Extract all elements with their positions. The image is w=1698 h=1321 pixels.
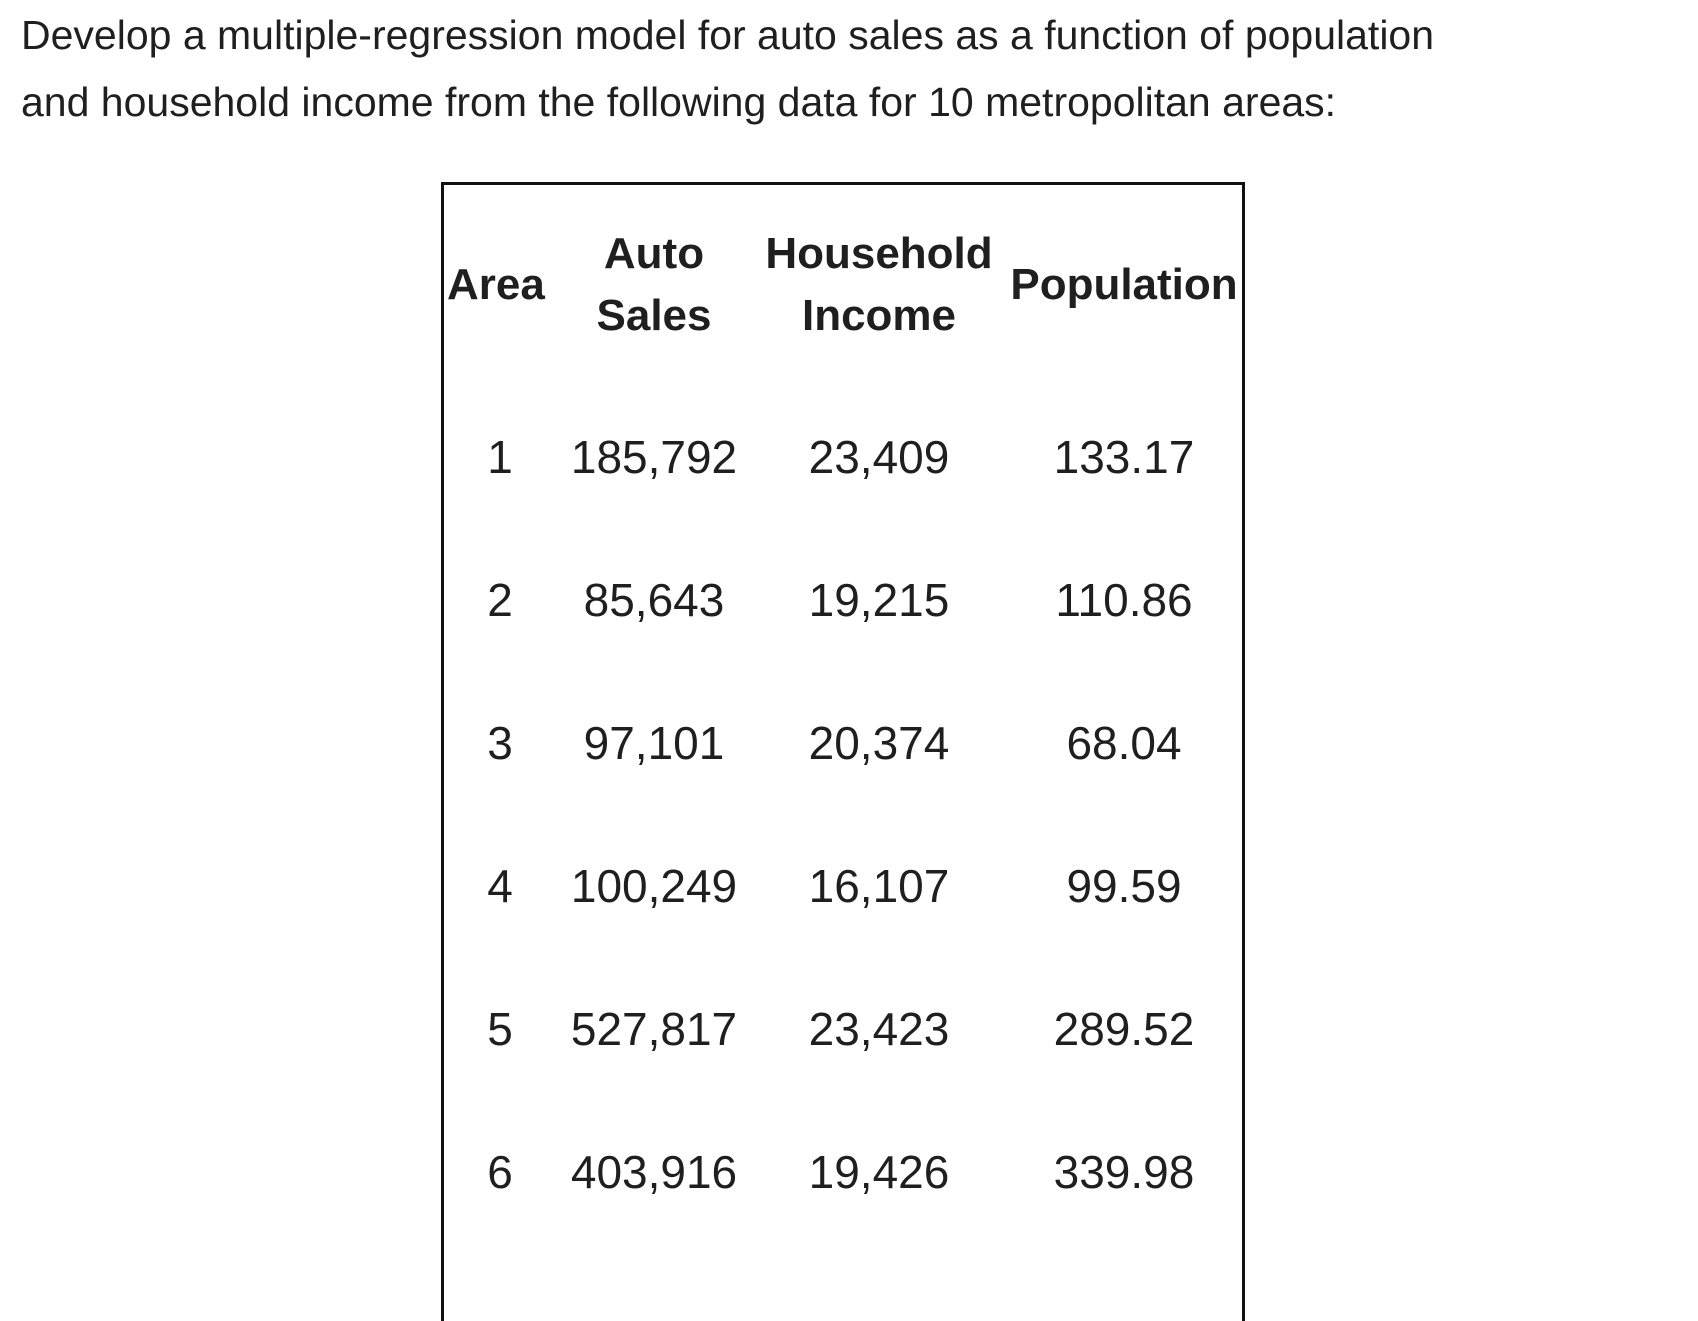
table-cell-population: 110.86 [1055, 573, 1193, 626]
table-row: 6 403,916 19,426 339.98 [444, 1100, 1242, 1243]
table-cell-auto-sales: 403,916 [570, 1145, 738, 1198]
table-cell-household-income: 23,409 [808, 430, 950, 483]
problem-statement: Develop a multiple-regression model for … [21, 2, 1671, 136]
table-cell-auto-sales: 100,249 [570, 859, 738, 912]
table-cell-area: 4 [487, 859, 513, 912]
table-cell-household-income: 16,107 [808, 859, 950, 912]
data-table-head: Area Auto Sales Household Income Populat… [444, 185, 1242, 385]
table-cell-auto-sales: 185,792 [570, 430, 738, 483]
table-cell-area: 6 [487, 1145, 513, 1198]
header-row: Area Auto Sales Household Income Populat… [444, 185, 1242, 385]
table-cell-auto-sales: 97,101 [583, 716, 725, 769]
table-row: 5 527,817 23,423 289.52 [444, 957, 1242, 1100]
data-table-frame: Area Auto Sales Household Income Populat… [441, 182, 1245, 1321]
table-row: 2 85,643 19,215 110.86 [444, 528, 1242, 671]
problem-statement-line-2: and household income from the following … [21, 79, 1337, 125]
data-table: Area Auto Sales Household Income Populat… [444, 185, 1242, 1243]
table-row: 4 100,249 16,107 99.59 [444, 814, 1242, 957]
table-cell-household-income: 19,426 [808, 1145, 950, 1198]
table-cell-area: 5 [487, 1002, 513, 1055]
table-cell-area: 1 [487, 430, 513, 483]
table-row: 1 185,792 23,409 133.17 [444, 385, 1242, 528]
table-cell-population: 339.98 [1053, 1145, 1195, 1198]
table-cell-population: 99.59 [1066, 859, 1182, 912]
table-cell-population: 289.52 [1053, 1002, 1195, 1055]
problem-statement-line-1: Develop a multiple-regression model for … [21, 12, 1435, 58]
table-cell-household-income: 23,423 [808, 1002, 950, 1055]
table-cell-area: 3 [487, 716, 513, 769]
column-header-household-income: Household Income [765, 229, 993, 340]
table-cell-population: 133.17 [1053, 430, 1195, 483]
data-table-body: 1 185,792 23,409 133.17 2 85,643 19,215 110.86 3… [444, 385, 1242, 1243]
table-cell-population: 68.04 [1066, 716, 1182, 769]
table-cell-household-income: 19,215 [808, 573, 950, 626]
table-cell-area: 2 [487, 573, 513, 626]
table-cell-household-income: 20,374 [808, 716, 950, 769]
column-header-area: Area [447, 260, 545, 309]
table-cell-auto-sales: 527,817 [570, 1002, 738, 1055]
column-header-population: Population [1010, 260, 1238, 309]
table-row: 3 97,101 20,374 68.04 [444, 671, 1242, 814]
column-header-auto-sales: Auto Sales [596, 229, 712, 340]
table-cell-auto-sales: 85,643 [583, 573, 725, 626]
